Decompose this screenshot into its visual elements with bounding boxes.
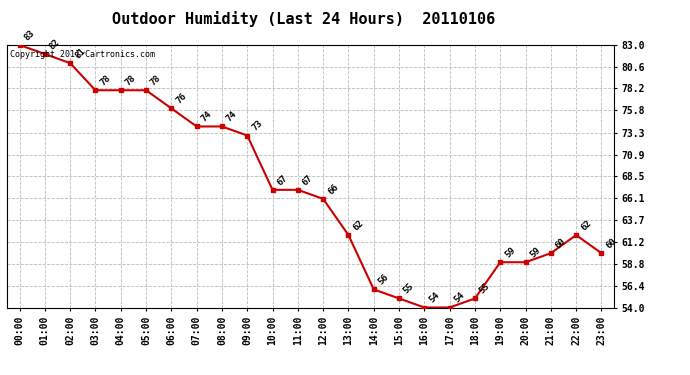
Text: 62: 62	[351, 218, 365, 232]
Text: 67: 67	[275, 173, 289, 187]
Text: 60: 60	[604, 237, 618, 250]
Text: 59: 59	[503, 246, 517, 260]
Text: 83: 83	[22, 28, 37, 42]
Text: Copyright 2011 Cartronics.com: Copyright 2011 Cartronics.com	[10, 50, 155, 59]
Text: 62: 62	[579, 218, 593, 232]
Text: 60: 60	[553, 237, 568, 250]
Text: 78: 78	[124, 74, 137, 87]
Text: 78: 78	[149, 74, 163, 87]
Text: Outdoor Humidity (Last 24 Hours)  20110106: Outdoor Humidity (Last 24 Hours) 2011010…	[112, 11, 495, 27]
Text: 74: 74	[199, 110, 213, 124]
Text: 56: 56	[377, 273, 391, 286]
Text: 78: 78	[98, 74, 112, 87]
Text: 66: 66	[326, 182, 340, 196]
Text: 55: 55	[477, 282, 492, 296]
Text: 81: 81	[73, 46, 87, 60]
Text: 82: 82	[48, 37, 61, 51]
Text: 54: 54	[453, 291, 466, 305]
Text: 54: 54	[427, 291, 441, 305]
Text: 55: 55	[402, 282, 416, 296]
Text: 74: 74	[225, 110, 239, 124]
Text: 67: 67	[301, 173, 315, 187]
Text: 59: 59	[529, 246, 542, 260]
Text: 76: 76	[174, 92, 188, 106]
Text: 73: 73	[250, 119, 264, 133]
